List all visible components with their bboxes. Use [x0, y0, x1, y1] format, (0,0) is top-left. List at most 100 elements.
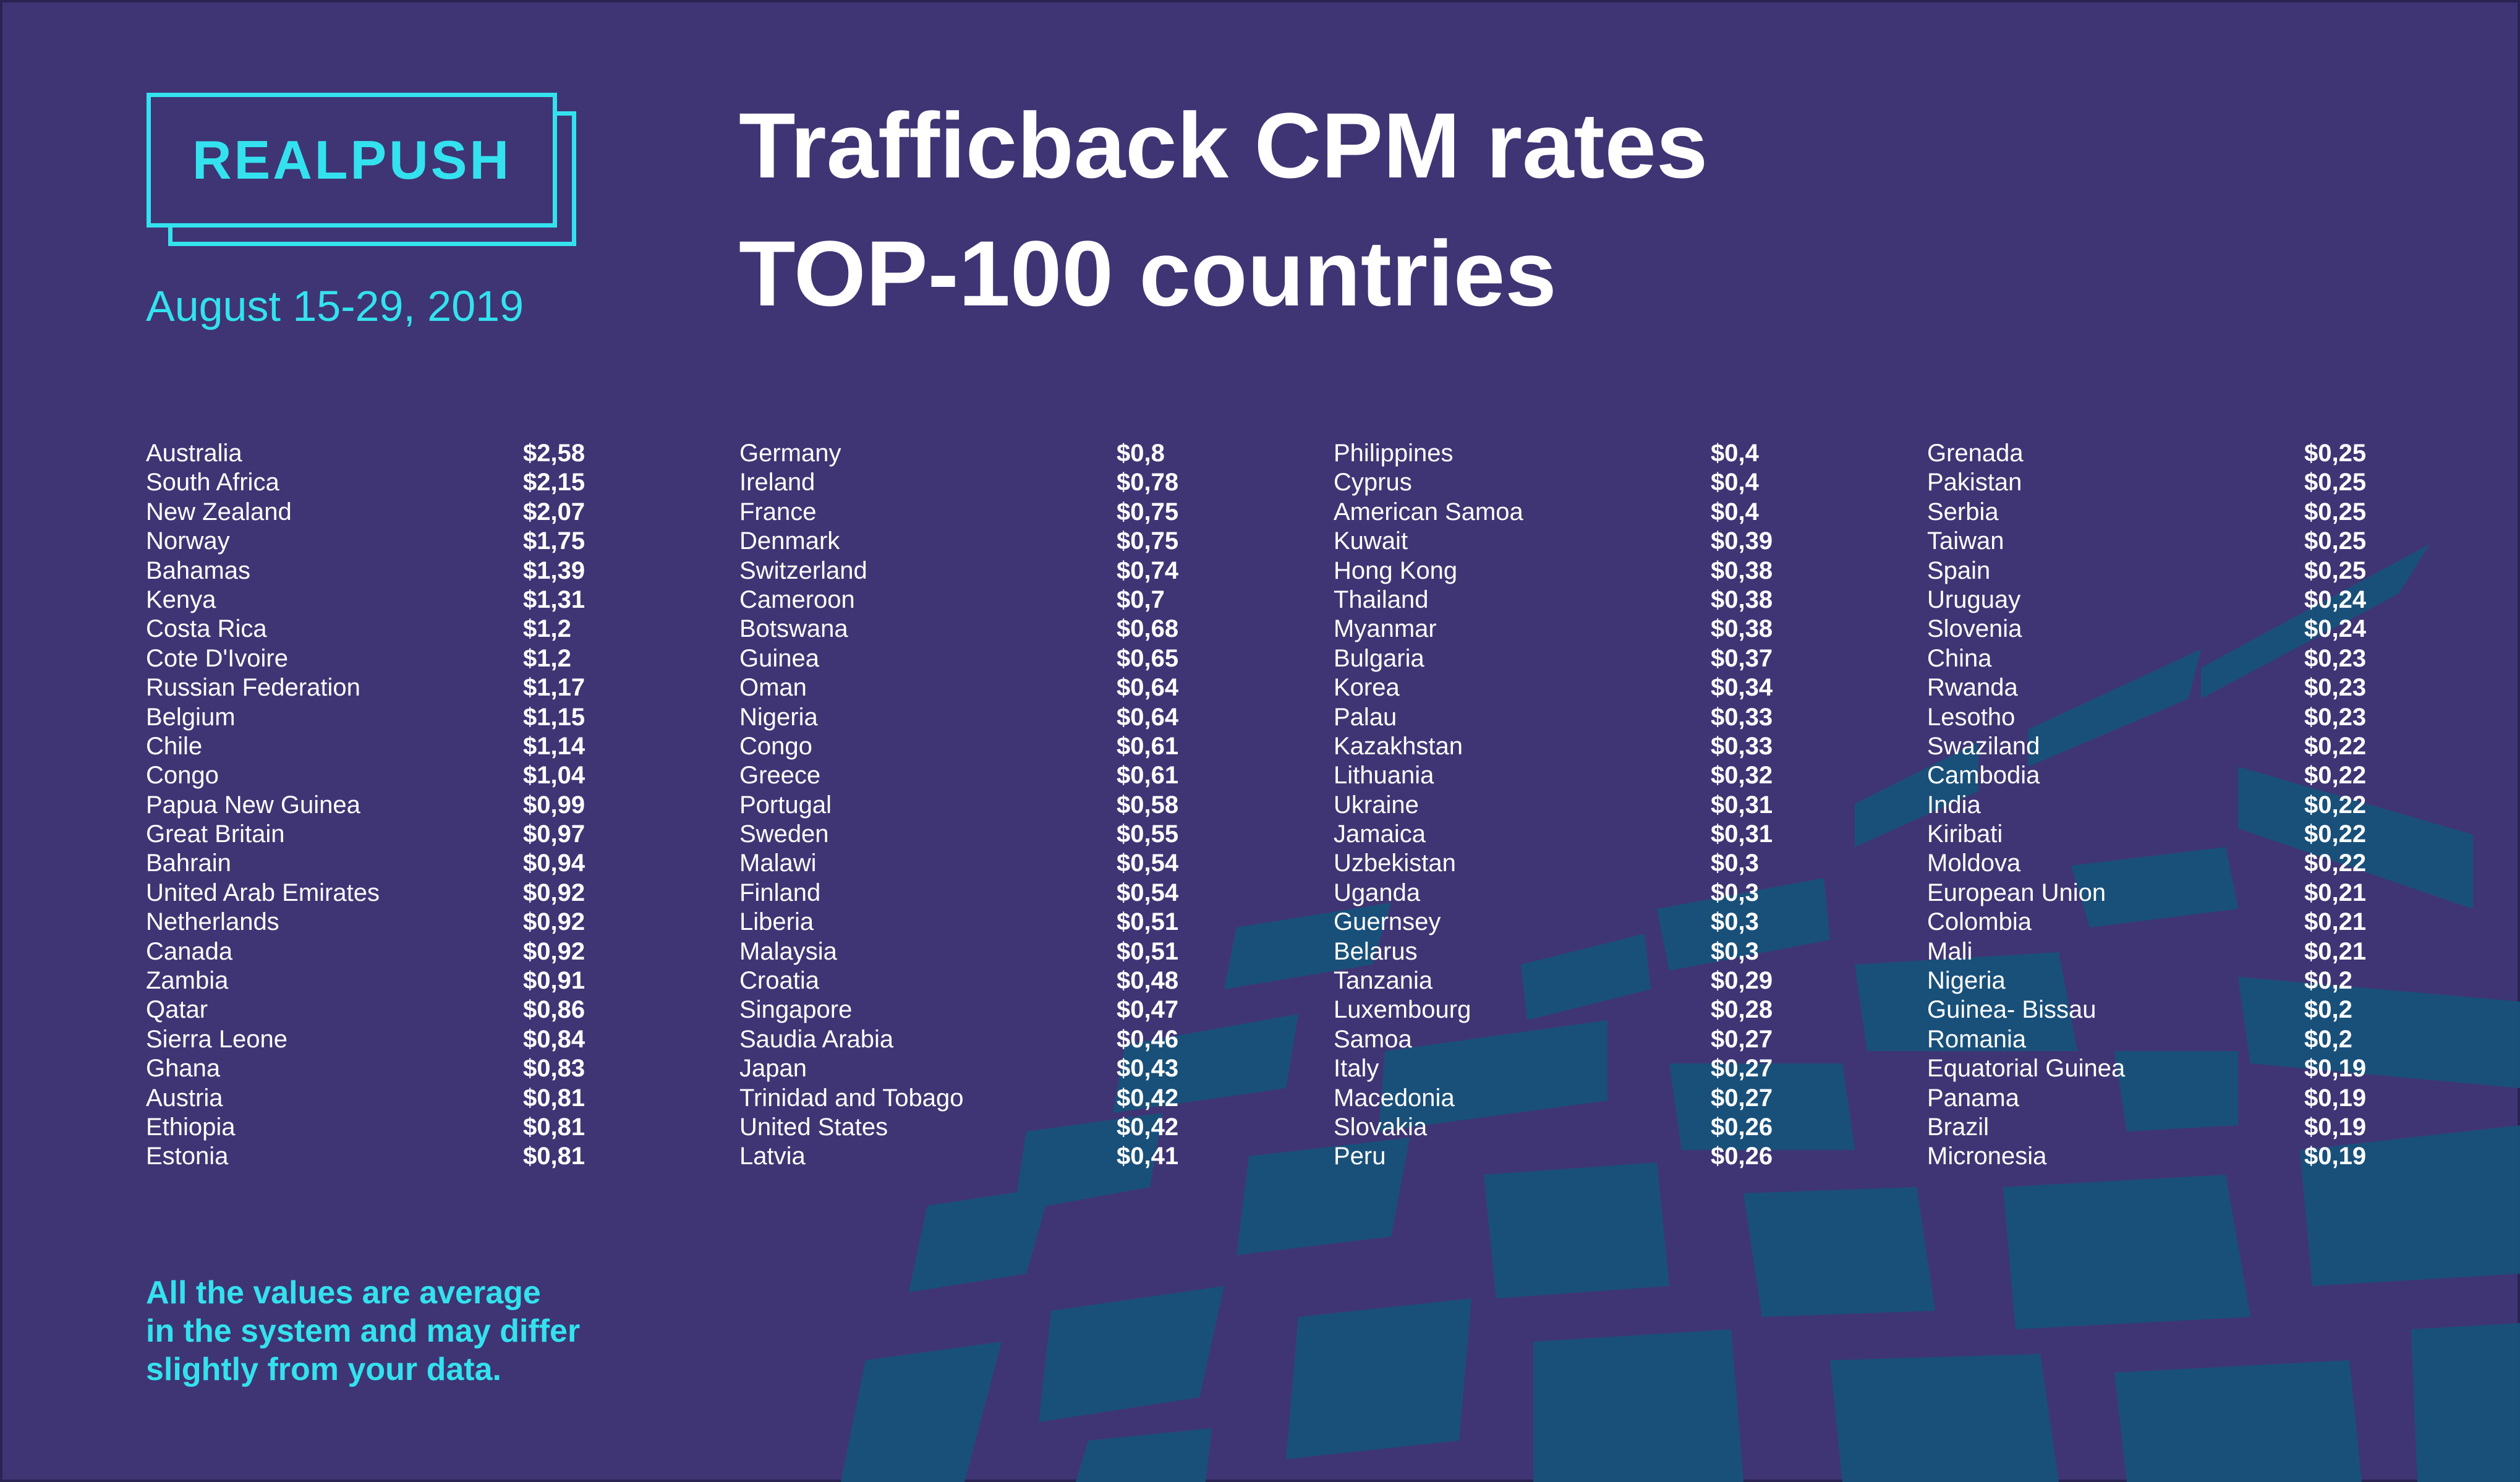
cpm-rate: $0,22	[2304, 820, 2367, 848]
country-name: Netherlands	[146, 908, 279, 936]
rate-row: Mali $0,21	[1927, 937, 2409, 966]
cpm-rate: $0,22	[2304, 732, 2367, 760]
cpm-rate: $1,14	[523, 732, 585, 760]
rate-row: Ukraine $0,31	[1334, 791, 1816, 820]
country-name: India	[1927, 791, 1981, 819]
rate-row: Panama $0,19	[1927, 1084, 2409, 1113]
rate-row: Uganda $0,3	[1334, 879, 1816, 908]
cpm-rate: $1,2	[523, 615, 571, 643]
country-name: Grenada	[1927, 440, 2024, 467]
rate-row: Italy $0,27	[1334, 1054, 1816, 1083]
cpm-rate: $0,54	[1117, 879, 1179, 906]
country-name: Uganda	[1334, 879, 1421, 906]
decor-shape	[1039, 1286, 1224, 1422]
decor-shape	[1830, 1354, 2059, 1482]
cpm-rate: $0,34	[1711, 674, 1773, 702]
rate-row: Colombia $0,21	[1927, 908, 2409, 937]
rate-row: New Zealand $2,07	[146, 498, 628, 527]
cpm-rate: $0,81	[523, 1143, 585, 1170]
decor-shape	[1113, 1014, 1298, 1113]
rate-row: India $0,22	[1927, 791, 2409, 820]
cpm-rate: $0,26	[1711, 1143, 1773, 1170]
title-line-2: TOP-100 countries	[739, 221, 1557, 325]
country-name: Malaysia	[739, 937, 837, 965]
rate-row: Singapore $0,47	[739, 995, 1222, 1024]
rate-row: Lesotho $0,23	[1927, 703, 2409, 732]
cpm-rate: $0,54	[1117, 850, 1179, 877]
country-name: Kazakhstan	[1334, 732, 1463, 760]
country-name: Taiwan	[1927, 527, 2004, 555]
country-name: Belgium	[146, 703, 236, 731]
country-name: Pakistan	[1927, 469, 2022, 496]
rate-row: Congo $0,61	[739, 732, 1222, 761]
country-name: Uruguay	[1927, 586, 2021, 613]
cpm-rate: $0,92	[523, 879, 585, 906]
cpm-rate: $0,61	[1117, 762, 1179, 790]
country-name: Hong Kong	[1334, 556, 1458, 584]
cpm-rate: $0,32	[1711, 762, 1773, 790]
rate-row: Bulgaria $0,37	[1334, 644, 1816, 673]
title-line-1: Trafficback CPM rates	[739, 93, 1708, 197]
cpm-rate: $0,24	[2304, 586, 2367, 613]
cpm-rate: $0,31	[1711, 820, 1773, 848]
cpm-rate: $1,2	[523, 644, 571, 672]
country-name: Lesotho	[1927, 703, 2016, 731]
rate-row: Croatia $0,48	[739, 966, 1222, 995]
rate-row: Slovakia $0,26	[1334, 1113, 1816, 1142]
rate-row: Cote D'Ivoire $1,2	[146, 644, 628, 673]
cpm-rate: $0,29	[1711, 967, 1773, 995]
country-name: Ukraine	[1334, 791, 1419, 819]
rate-row: United States $0,42	[739, 1113, 1222, 1142]
cpm-rate: $0,19	[2304, 1113, 2367, 1141]
rate-row: Cameroon $0,7	[739, 586, 1222, 615]
rate-row: Romania $0,2	[1927, 1025, 2409, 1054]
rate-row: European Union $0,21	[1927, 879, 2409, 908]
cpm-rate: $0,31	[1711, 791, 1773, 819]
country-name: Norway	[146, 527, 230, 555]
country-name: Tanzania	[1334, 967, 1433, 995]
decor-shape	[841, 1342, 1002, 1482]
country-name: South Africa	[146, 469, 279, 496]
rate-row: Malawi $0,54	[739, 849, 1222, 878]
rate-row: Palau $0,33	[1334, 703, 1816, 732]
decor-shape	[2238, 767, 2473, 909]
country-name: Ireland	[739, 469, 815, 496]
rate-row: Taiwan $0,25	[1927, 527, 2409, 556]
country-name: Congo	[739, 732, 812, 760]
country-name: American Samoa	[1334, 498, 1523, 526]
rate-row: United Arab Emirates $0,92	[146, 879, 628, 908]
country-name: Thailand	[1334, 586, 1429, 613]
cpm-rate: $0,64	[1117, 674, 1179, 702]
rate-row: Oman $0,64	[739, 673, 1222, 702]
rate-row: Netherlands $0,92	[146, 908, 628, 937]
country-name: Rwanda	[1927, 674, 2018, 702]
country-name: Denmark	[739, 527, 840, 555]
cpm-rate: $0,51	[1117, 937, 1179, 965]
date-range: August 15-29, 2019	[146, 282, 524, 330]
rate-row: Uruguay $0,24	[1927, 586, 2409, 615]
rate-row: Guinea- Bissau $0,2	[1927, 995, 2409, 1024]
cpm-rate: $0,3	[1711, 908, 1759, 936]
country-name: Ethiopia	[146, 1113, 236, 1141]
rate-row: Australia $2,58	[146, 439, 628, 468]
rate-row: Congo $1,04	[146, 761, 628, 790]
rate-row: Micronesia $0,19	[1927, 1142, 2409, 1171]
rate-row: Estonia $0,81	[146, 1142, 628, 1171]
rates-column-2: Germany $0,8 Ireland $0,78 France $0,75 Denmar…	[739, 439, 1222, 1172]
country-name: Myanmar	[1334, 615, 1437, 643]
country-name: Panama	[1927, 1084, 2019, 1112]
page-title: Trafficback CPM rates TOP-100 countries	[739, 82, 1708, 338]
cpm-rate: $0,81	[523, 1084, 585, 1112]
cpm-rate: $0,25	[2304, 440, 2367, 467]
rate-row: Cyprus $0,4	[1334, 468, 1816, 497]
country-name: Equatorial Guinea	[1927, 1055, 2126, 1083]
rate-row: Nigeria $0,2	[1927, 966, 2409, 995]
rate-row: France $0,75	[739, 498, 1222, 527]
rate-row: Spain $0,25	[1927, 556, 2409, 586]
cpm-rate: $0,55	[1117, 820, 1179, 848]
country-name: Bahamas	[146, 556, 250, 584]
cpm-rate: $1,31	[523, 586, 585, 613]
country-name: Nigeria	[739, 703, 818, 731]
